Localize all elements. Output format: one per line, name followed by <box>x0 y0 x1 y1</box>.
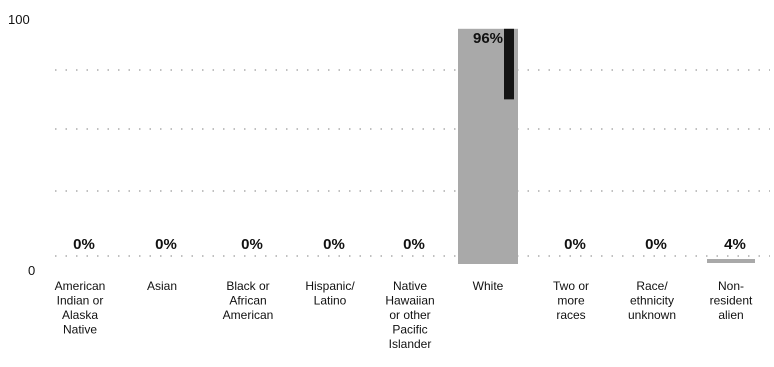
category-label: Hispanic/Latino <box>305 279 355 308</box>
axis-layer: 100 0 <box>8 12 35 278</box>
category-label: Non-resident alien <box>710 279 753 322</box>
y-tick-label: 100 <box>8 12 30 27</box>
category-label-line: more <box>557 294 585 308</box>
category-label: Two or more races <box>553 279 589 322</box>
category-label-line: Two or <box>553 279 589 293</box>
value-label: 0% <box>403 236 425 253</box>
category-label: Asian <box>147 279 177 293</box>
value-label: 0% <box>155 236 177 253</box>
category-label-line: alien <box>718 308 743 322</box>
category-label-line: resident <box>710 294 753 308</box>
value-label: 4% <box>724 236 746 253</box>
bar-layer <box>458 28 755 264</box>
category-label-line: unknown <box>628 308 676 322</box>
category-label-line: or other <box>389 308 430 322</box>
category-label-line: White <box>473 279 504 293</box>
category-label-line: Native <box>393 279 427 293</box>
category-label-line: Hawaiian <box>385 294 434 308</box>
category-label-line: Islander <box>389 337 432 351</box>
category-label-line: African <box>229 294 266 308</box>
grid-layer <box>55 69 770 257</box>
category-label: White <box>473 279 504 293</box>
value-label: 0% <box>564 236 586 253</box>
category-label: American Indian or Alaska Native <box>55 279 106 337</box>
category-label-line: Black or <box>226 279 269 293</box>
value-label: 0% <box>73 236 95 253</box>
category-label-line: Race/ <box>636 279 668 293</box>
category-label: Black or African American <box>223 279 274 322</box>
category-label-line: Asian <box>147 279 177 293</box>
label-layer: 0%American Indian or Alaska Native0%Asian0%… <box>55 30 753 351</box>
category-label-line: Pacific <box>392 323 427 337</box>
category-label-line: Native <box>63 323 97 337</box>
category-label: Native Hawaiian or other Pacific Islander <box>385 279 434 351</box>
value-label: 0% <box>645 236 667 253</box>
category-label-line: races <box>556 308 585 322</box>
category-label-line: American <box>55 279 106 293</box>
value-label: 96% <box>473 30 503 47</box>
bar <box>707 259 755 263</box>
category-label-line: ethnicity <box>630 294 674 308</box>
category-label-line: Hispanic/ <box>305 279 355 293</box>
category-label-line: Alaska <box>62 308 98 322</box>
value-label: 0% <box>241 236 263 253</box>
y-tick-label: 0 <box>28 263 35 278</box>
value-label: 0% <box>323 236 345 253</box>
category-label: Race/ethnicity unknown <box>628 279 676 322</box>
category-label-line: Non- <box>718 279 744 293</box>
category-label-line: Indian or <box>57 294 104 308</box>
category-label-line: American <box>223 308 274 322</box>
bar-shade <box>504 28 514 100</box>
category-label-line: Latino <box>314 294 347 308</box>
